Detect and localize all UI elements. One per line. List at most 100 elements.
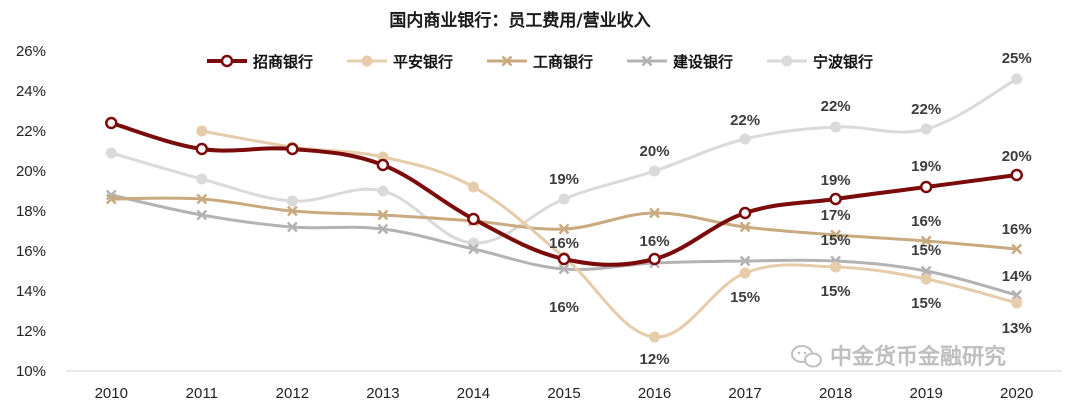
data-point: [286, 195, 298, 207]
legend-item: 建设银行: [627, 53, 733, 71]
series-5: [105, 73, 1023, 249]
y-tick-label: 14%: [16, 283, 46, 300]
data-point: [501, 55, 513, 67]
data-point: [105, 147, 117, 159]
y-tick-label: 26%: [16, 43, 46, 60]
data-point: [558, 193, 570, 205]
data-label: 19%: [911, 158, 941, 175]
data-label: 15%: [911, 295, 941, 312]
data-label: 16%: [549, 235, 579, 252]
data-label: 16%: [549, 299, 579, 316]
data-point: [467, 212, 480, 226]
data-point: [467, 181, 479, 193]
watermark-text: 中金货币金融研究: [830, 344, 1006, 370]
data-point: [196, 125, 208, 137]
watermark: 中金货币金融研究: [791, 344, 1006, 370]
data-point: [649, 165, 661, 177]
x-tick-label: 2018: [819, 385, 852, 402]
legend-label: 招商银行: [253, 53, 313, 71]
data-point: [286, 221, 298, 233]
data-point: [649, 331, 661, 343]
data-point: [920, 235, 932, 247]
data-label: 16%: [640, 233, 670, 250]
series-1: [105, 116, 1023, 267]
data-label: 15%: [821, 232, 851, 249]
data-point: [196, 193, 208, 205]
data-label: 22%: [821, 98, 851, 115]
data-label: 16%: [1002, 221, 1032, 238]
data-label: 15%: [911, 242, 941, 259]
data-label: 20%: [1002, 148, 1032, 165]
data-point: [1011, 243, 1023, 255]
data-point: [739, 255, 751, 267]
data-point: [377, 209, 389, 221]
data-label: 15%: [730, 289, 760, 306]
data-label: 22%: [730, 112, 760, 129]
data-point: [377, 223, 389, 235]
x-tick-label: 2019: [909, 385, 942, 402]
y-tick-label: 18%: [16, 203, 46, 220]
x-tick-label: 2013: [366, 385, 399, 402]
data-point: [558, 223, 570, 235]
data-label: 22%: [911, 101, 941, 118]
y-tick-label: 16%: [16, 243, 46, 260]
data-point: [468, 243, 479, 255]
data-point: [830, 261, 842, 273]
data-label: 14%: [1002, 268, 1032, 285]
data-point: [649, 207, 660, 219]
data-point: [196, 209, 208, 221]
data-point: [830, 229, 842, 241]
data-point: [739, 267, 751, 279]
data-point: [739, 133, 751, 145]
data-labels-layer: 19% 19% 20% 12% 15% 15% 15% 13% 16% 16% 17% 16% 16% 1…: [549, 50, 1032, 368]
x-tick-label: 2014: [457, 385, 490, 402]
data-label: 20%: [640, 143, 670, 160]
data-label: 17%: [821, 207, 851, 224]
x-tick-label: 2011: [186, 385, 218, 402]
data-point: [919, 180, 933, 194]
x-tick-label: 2010: [95, 385, 128, 402]
legend-label: 建设银行: [673, 53, 733, 71]
data-point: [738, 206, 752, 220]
data-point: [557, 252, 571, 266]
legend-label: 工商银行: [533, 53, 593, 71]
data-point: [377, 185, 389, 197]
data-point: [1011, 289, 1023, 301]
x-tick-label: 2020: [1000, 385, 1033, 402]
series-line: [201, 129, 1018, 339]
legend-item: 工商银行: [487, 53, 593, 71]
data-point: [920, 123, 932, 135]
data-point: [1011, 297, 1023, 309]
data-point: [196, 173, 208, 185]
series-2: [196, 125, 1023, 343]
legend-item: 招商银行: [207, 53, 313, 71]
y-tick-label: 12%: [16, 323, 46, 340]
data-point: [739, 221, 751, 233]
data-label: 16%: [911, 213, 941, 230]
y-tick-label: 22%: [16, 123, 46, 140]
data-point: [1011, 73, 1023, 85]
y-tick-label: 20%: [16, 163, 46, 180]
data-point: [105, 116, 118, 130]
data-point: [829, 192, 842, 206]
series-line: [110, 77, 1018, 245]
data-point: [105, 193, 117, 205]
data-point: [558, 263, 570, 275]
data-label: 25%: [1002, 50, 1032, 67]
series-layer: [105, 73, 1023, 343]
data-point: [641, 55, 653, 67]
data-point: [648, 252, 661, 266]
data-label: 19%: [821, 172, 851, 189]
data-label: 19%: [549, 171, 579, 188]
legend-item: 宁波银行: [767, 53, 873, 71]
data-label: 12%: [640, 351, 670, 368]
x-tick-label: 2017: [728, 385, 761, 402]
data-point: [286, 142, 299, 156]
x-tick-label: 2016: [638, 385, 671, 402]
y-tick-label: 10%: [16, 363, 46, 380]
data-point: [920, 273, 932, 285]
legend-item: 平安银行: [347, 53, 453, 71]
wechat-icon: [791, 345, 822, 368]
data-point: [920, 265, 932, 277]
data-point: [220, 54, 234, 68]
